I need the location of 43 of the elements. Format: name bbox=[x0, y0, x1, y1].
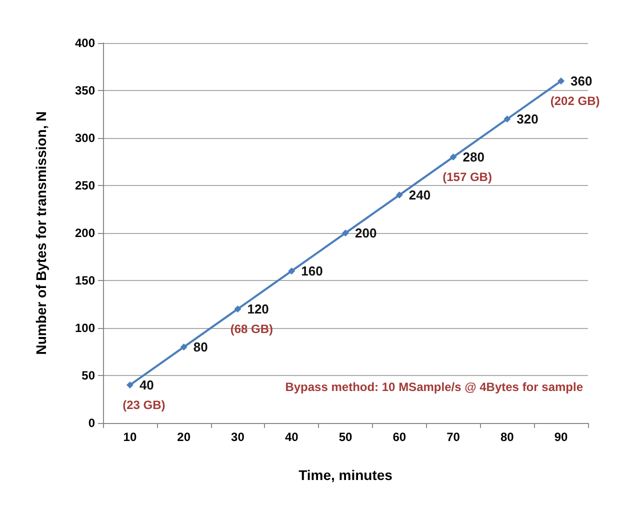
x-axis-title: Time, minutes bbox=[298, 467, 393, 483]
data-label: 240 bbox=[408, 188, 431, 202]
point bbox=[234, 306, 242, 312]
x-tick-label: 90 bbox=[554, 430, 568, 444]
data-label: 40 bbox=[139, 378, 154, 392]
data-label: 120 bbox=[247, 302, 269, 316]
annotation: (202 GB) bbox=[550, 94, 600, 108]
data-label: 80 bbox=[193, 340, 208, 354]
point bbox=[288, 268, 296, 274]
x-tick-label: 30 bbox=[231, 430, 245, 444]
point bbox=[126, 382, 134, 388]
data-label: 320 bbox=[516, 112, 538, 126]
y-tick-label: 350 bbox=[74, 84, 96, 98]
y-tick-label: 150 bbox=[74, 274, 96, 288]
y-tick-label: 400 bbox=[74, 36, 96, 50]
x-tick-label: 50 bbox=[338, 430, 352, 444]
point bbox=[504, 116, 511, 122]
data-label: 160 bbox=[301, 264, 323, 278]
x-tick-label: 40 bbox=[284, 430, 299, 444]
y-tick-label: 50 bbox=[82, 368, 96, 382]
x-tick-label: 20 bbox=[177, 430, 191, 444]
x-tick-label: 60 bbox=[392, 430, 406, 444]
annotation: (157 GB) bbox=[442, 170, 492, 184]
y-tick-label: 200 bbox=[74, 226, 96, 240]
y-tick-label: 250 bbox=[74, 178, 96, 192]
annotation: (23 GB) bbox=[122, 398, 166, 412]
y-tick-label: 0 bbox=[88, 416, 96, 430]
data-label: 360 bbox=[570, 74, 592, 88]
data-label: 200 bbox=[355, 226, 377, 240]
y-axis-title: Number of Bytes for transmission, N bbox=[33, 111, 49, 355]
point bbox=[450, 154, 457, 160]
point bbox=[180, 344, 188, 350]
x-tick-label: 10 bbox=[123, 430, 137, 444]
x-tick-label: 70 bbox=[446, 430, 460, 444]
data-label: 280 bbox=[462, 150, 484, 164]
annotation: (68 GB) bbox=[230, 322, 274, 336]
annotation: Bypass method: 10 MSample/s @ 4Bytes for sample bbox=[285, 380, 584, 394]
point bbox=[558, 78, 565, 84]
point bbox=[342, 230, 349, 236]
point bbox=[396, 192, 403, 198]
y-tick-label: 300 bbox=[74, 131, 96, 145]
x-tick-label: 80 bbox=[500, 430, 514, 444]
y-tick-label: 100 bbox=[74, 321, 96, 335]
